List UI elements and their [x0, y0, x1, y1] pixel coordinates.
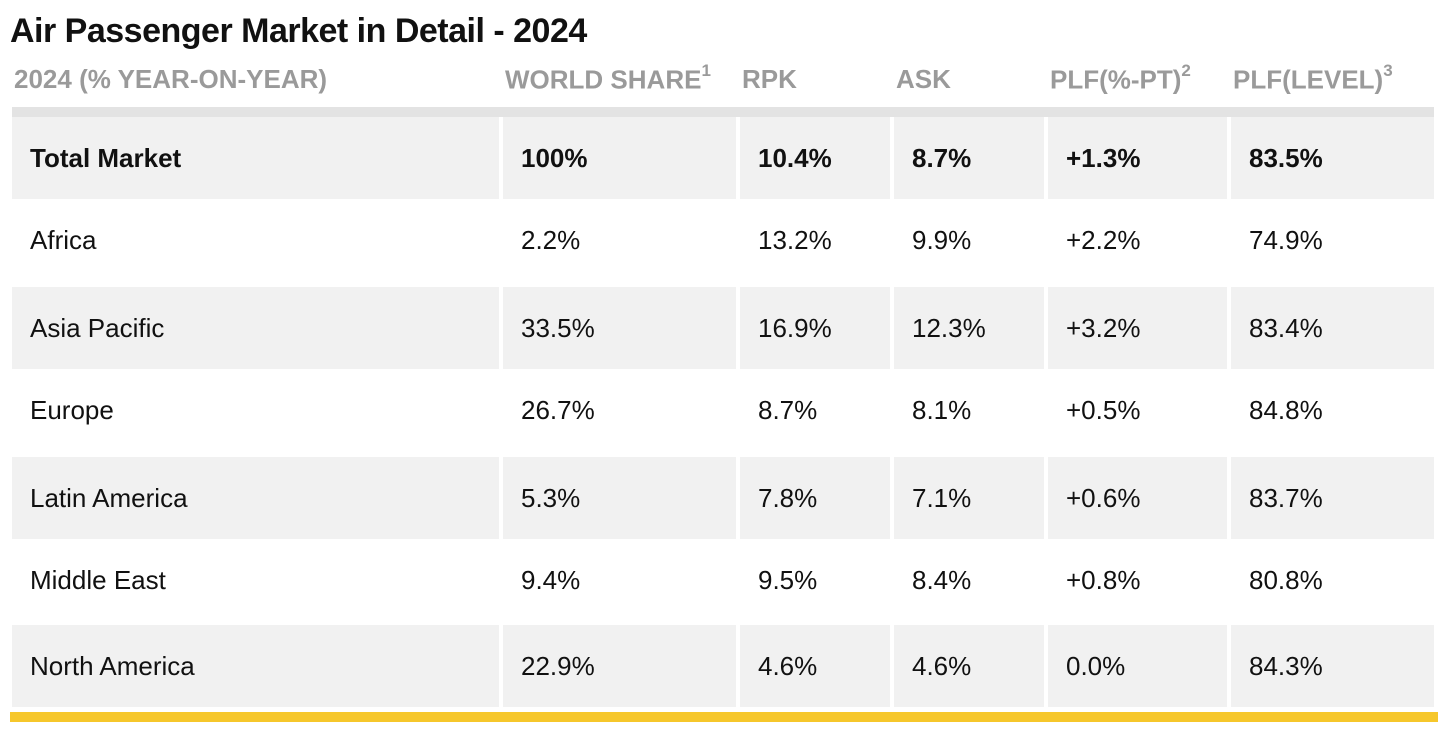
ask-cell: 8.4% — [912, 564, 972, 595]
table-row: Asia Pacific 33.5% 16.9% 12.3% +3.2% 83.… — [12, 287, 1434, 369]
world-share-cell: 5.3% — [503, 457, 736, 539]
plf-level-cell: 74.9% — [1249, 224, 1323, 255]
header-ask-label: ASK — [896, 64, 951, 94]
header-plf-pt: PLF(%-PT)2 — [1050, 61, 1191, 96]
world-share-cell: 22.9% — [503, 625, 736, 707]
accent-bar — [10, 712, 1438, 722]
plf-pt-cell: +0.6% — [1048, 457, 1227, 539]
rpk-cell: 9.5% — [758, 564, 818, 595]
header-rpk: RPK — [742, 64, 797, 95]
table-row: North America 22.9% 4.6% 4.6% 0.0% 84.3% — [12, 625, 1434, 707]
header-world-share-label: WORLD SHARE — [505, 64, 702, 95]
plf-level-cell: 84.3% — [1231, 625, 1434, 707]
rpk-cell: 10.4% — [740, 117, 890, 199]
header-ask: ASK — [896, 64, 951, 95]
ask-cell: 4.6% — [894, 625, 1044, 707]
ask-cell: 7.1% — [894, 457, 1044, 539]
rpk-cell: 4.6% — [740, 625, 890, 707]
page-title: Air Passenger Market in Detail - 2024 — [10, 12, 587, 50]
header-region: 2024 (% YEAR-ON-YEAR) — [14, 64, 327, 95]
ask-cell: 9.9% — [912, 224, 972, 255]
ask-cell: 8.1% — [912, 394, 972, 425]
plf-pt-cell: +1.3% — [1048, 117, 1227, 199]
plf-pt-cell: +0.5% — [1066, 394, 1141, 425]
region-cell: North America — [12, 625, 499, 707]
region-cell: Middle East — [30, 564, 166, 595]
rpk-cell: 8.7% — [758, 394, 818, 425]
plf-pt-cell: 0.0% — [1048, 625, 1227, 707]
world-share-cell: 100% — [503, 117, 736, 199]
world-share-cell: 33.5% — [503, 287, 736, 369]
header-plf-level-label: PLF(LEVEL) — [1233, 64, 1384, 95]
table-row: Total Market 100% 10.4% 8.7% +1.3% 83.5% — [12, 117, 1434, 199]
plf-level-cell: 83.7% — [1231, 457, 1434, 539]
footnote-marker-1: 1 — [701, 61, 711, 80]
table-row: Latin America 5.3% 7.8% 7.1% +0.6% 83.7% — [12, 457, 1434, 539]
plf-level-cell: 80.8% — [1249, 564, 1323, 595]
footnote-marker-3: 3 — [1383, 61, 1393, 80]
region-cell: Latin America — [12, 457, 499, 539]
rpk-cell: 16.9% — [740, 287, 890, 369]
plf-level-cell: 83.4% — [1231, 287, 1434, 369]
region-cell: Europe — [30, 394, 114, 425]
plf-pt-cell: +0.8% — [1066, 564, 1141, 595]
table-header: 2024 (% YEAR-ON-YEAR) WORLD SHARE1 RPK A… — [0, 60, 1456, 102]
table-row: Europe 26.7% 8.7% 8.1% +0.5% 84.8% — [12, 369, 1434, 451]
footnote-marker-2: 2 — [1181, 61, 1191, 80]
ask-cell: 8.7% — [894, 117, 1044, 199]
plf-level-cell: 84.8% — [1249, 394, 1323, 425]
header-region-label: 2024 (% YEAR-ON-YEAR) — [14, 64, 328, 94]
table-top-band — [12, 107, 1434, 117]
header-rpk-label: RPK — [742, 64, 797, 94]
header-plf-pt-label: PLF(%-PT) — [1050, 64, 1182, 95]
rpk-cell: 7.8% — [740, 457, 890, 539]
plf-pt-cell: +2.2% — [1066, 224, 1141, 255]
rpk-cell: 13.2% — [758, 224, 832, 255]
table-row: Africa 2.2% 13.2% 9.9% +2.2% 74.9% — [12, 199, 1434, 281]
header-plf-level: PLF(LEVEL)3 — [1233, 61, 1393, 96]
world-share-cell: 2.2% — [521, 224, 581, 255]
region-cell: Total Market — [12, 117, 499, 199]
region-cell: Africa — [30, 224, 97, 255]
world-share-cell: 9.4% — [521, 564, 581, 595]
plf-pt-cell: +3.2% — [1048, 287, 1227, 369]
world-share-cell: 26.7% — [521, 394, 595, 425]
ask-cell: 12.3% — [894, 287, 1044, 369]
header-world-share: WORLD SHARE1 — [505, 61, 711, 96]
plf-level-cell: 83.5% — [1231, 117, 1434, 199]
region-cell: Asia Pacific — [12, 287, 499, 369]
table-row: Middle East 9.4% 9.5% 8.4% +0.8% 80.8% — [12, 539, 1434, 621]
